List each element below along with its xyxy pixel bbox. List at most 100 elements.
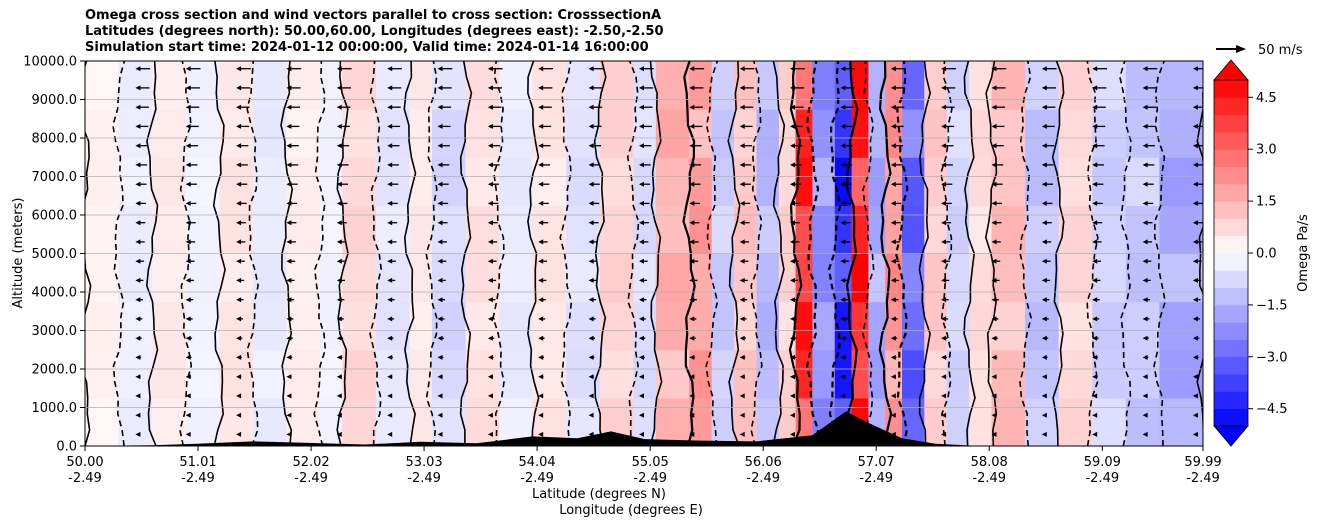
wind-vector-head [1041, 316, 1047, 322]
omega-contour-lines [85, 61, 1203, 446]
omega-cell [152, 157, 187, 206]
wind-vector-head [739, 316, 745, 322]
wind-vector-head [1092, 200, 1098, 206]
wind-vector-head [336, 412, 342, 418]
wind-vector-head [1041, 335, 1047, 341]
wind-vector-head [790, 393, 795, 399]
wind-vector-head [991, 335, 997, 341]
omega-cell [734, 301, 758, 351]
omega-cell [756, 397, 780, 446]
wind-vector-head [387, 85, 393, 91]
omega-cell [991, 397, 1026, 446]
omega-cell [431, 109, 467, 158]
colorbar-tick-label: −1.5 [1256, 298, 1288, 313]
omega-cell [465, 205, 500, 255]
omega-cell [342, 253, 377, 303]
wind-vector-head [689, 162, 695, 168]
x-tick-label-longitude: -2.49 [1085, 471, 1119, 486]
colorbar: 4.5 3.0 1.5 0.0 −1.5 −3.0 −4.5 [1213, 59, 1288, 447]
colorbar-step [1214, 253, 1248, 271]
wind-vector-head [1192, 162, 1198, 168]
wind-vector-head [689, 316, 695, 322]
wind-vector-head [790, 374, 795, 380]
wind-vector-head [790, 431, 795, 437]
omega-cell [834, 205, 853, 255]
wind-vector-head [1092, 412, 1098, 418]
omega-cell [1125, 397, 1160, 446]
omega-cell [734, 253, 758, 303]
omega-cell [85, 61, 120, 110]
omega-cell [756, 205, 780, 255]
wind-vector-head [790, 316, 795, 322]
omega-cell [756, 109, 780, 158]
wind-vector-head [185, 277, 191, 283]
omega-cell [118, 349, 153, 399]
wind-vector-head [991, 85, 997, 91]
wind-vector-head [387, 354, 393, 360]
omega-cell [795, 61, 813, 110]
wind-vector-head [639, 297, 644, 303]
wind-vector-head [135, 143, 141, 149]
omega-cell [834, 61, 853, 110]
omega-cell [689, 397, 713, 446]
wind-vector-head [739, 104, 745, 110]
wind-vector-head [689, 66, 695, 72]
omega-cell [1125, 157, 1160, 206]
wind-vector-head [236, 393, 242, 399]
wind-vector-head [538, 412, 544, 418]
omega-cell [118, 205, 153, 255]
wind-vector-head [840, 316, 846, 322]
omega-cell [902, 301, 925, 351]
y-tick-label: 8000.0 [32, 132, 78, 147]
wind-vector-head [538, 393, 544, 399]
wind-vector-head [1041, 354, 1047, 360]
wind-vector-head [336, 123, 342, 129]
omega-cell [812, 157, 836, 206]
wind-vector-head [1192, 66, 1198, 72]
wind-vector-head [336, 66, 342, 72]
wind-vector-head [336, 335, 342, 341]
wind-vector-head [991, 412, 997, 418]
omega-cell [219, 397, 254, 446]
omega-cell [185, 301, 220, 351]
omega-cell [85, 253, 120, 303]
colorbar-step [1214, 97, 1248, 115]
wind-vector-head [639, 412, 644, 418]
wind-vector-head [991, 200, 997, 206]
wind-vector-head [840, 123, 846, 129]
x-tick-label-latitude: 53.03 [405, 455, 442, 470]
omega-cell [902, 61, 925, 110]
wind-vector-head [236, 66, 242, 72]
wind-vector-head [890, 316, 896, 322]
wind-vector-head [890, 393, 896, 399]
omega-cell [152, 349, 187, 399]
colorbar-step [1214, 322, 1248, 340]
wind-vector-head [1142, 162, 1148, 168]
wind-vector-head [991, 181, 997, 187]
wind-vector-head [1142, 143, 1148, 149]
wind-vector-head [487, 123, 493, 129]
omega-cell [655, 253, 690, 303]
wind-vector-head [639, 431, 644, 437]
wind-vector-head [890, 200, 896, 206]
wind-vector-head [487, 220, 493, 226]
omega-cell [924, 397, 948, 446]
colorbar-step [1214, 356, 1248, 375]
wind-vector-head [286, 239, 292, 245]
omega-cell [1025, 349, 1060, 399]
wind-vector-head [336, 104, 342, 110]
wind-vector-head [437, 104, 443, 110]
wind-vector-head [588, 239, 594, 245]
omega-cell [409, 205, 433, 255]
omega-cell [756, 61, 780, 110]
omega-cell [465, 349, 500, 399]
wind-vector-head [437, 123, 443, 129]
wind-vector-head [1041, 200, 1047, 206]
omega-cell [711, 397, 735, 446]
wind-vector-head [588, 143, 594, 149]
omega-cell [219, 301, 254, 351]
x-tick-label-longitude: -2.49 [407, 471, 441, 486]
wind-vector-head [487, 66, 493, 72]
wind-vector-head [437, 412, 443, 418]
wind-vector-head [185, 393, 191, 399]
